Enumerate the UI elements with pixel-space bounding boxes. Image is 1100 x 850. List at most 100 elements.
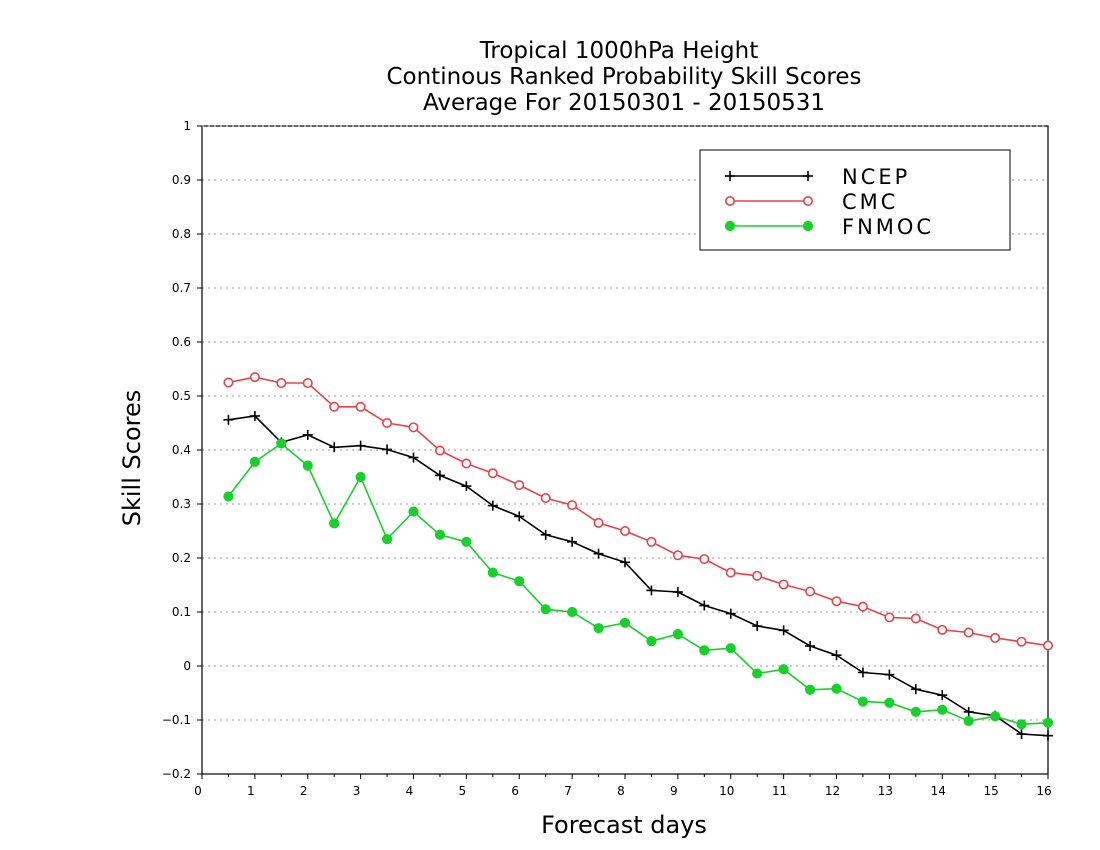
chart-title-line-2: Continous Ranked Probability Skill Score… (386, 64, 861, 90)
x-tick-label: 15 (983, 784, 998, 798)
series-line-ncep (228, 415, 1049, 737)
data-point-fnmoc (752, 668, 763, 679)
data-point-ncep (223, 414, 234, 425)
data-point-cmc (672, 550, 683, 561)
data-point-ncep (831, 650, 842, 661)
data-point-fnmoc (619, 617, 631, 628)
y-tick-label: 0.1 (172, 605, 191, 619)
y-tick-label: −0.2 (162, 767, 191, 781)
data-point-fnmoc (355, 471, 366, 483)
data-point-ncep (752, 621, 763, 632)
data-point-fnmoc (249, 456, 260, 467)
data-point-fnmoc (302, 460, 313, 471)
data-point-fnmoc (381, 534, 393, 545)
data-point-cmc (487, 468, 498, 479)
series-ncep (223, 410, 1053, 741)
data-point-ncep (1016, 729, 1027, 740)
data-point-cmc (567, 500, 578, 511)
data-point-cmc (884, 612, 895, 623)
legend-marker-end (803, 171, 813, 181)
data-point-fnmoc (1042, 717, 1054, 728)
legend-marker-end (802, 220, 814, 232)
data-point-cmc (805, 586, 816, 597)
data-point-fnmoc (461, 536, 472, 547)
x-tick-label: 1 (247, 784, 255, 798)
x-tick-label: 6 (511, 784, 519, 798)
gridlines (202, 179, 1048, 721)
data-point-ncep (699, 600, 710, 611)
data-point-cmc (593, 517, 604, 528)
data-point-cmc (646, 536, 657, 547)
data-point-fnmoc (857, 696, 869, 707)
legend-item-fnmoc: FNMOC (724, 215, 931, 239)
data-point-cmc (461, 458, 472, 469)
x-tick-label: 13 (878, 784, 893, 798)
data-point-cmc (302, 378, 313, 389)
legend-marker-start (724, 220, 736, 232)
data-point-ncep (355, 440, 366, 451)
data-point-ncep (857, 667, 868, 678)
data-point-fnmoc (487, 567, 498, 578)
data-point-ncep (725, 608, 736, 619)
data-point-ncep (937, 690, 948, 701)
series-line-cmc (228, 376, 1049, 647)
y-axis-label: Skill Scores (118, 390, 146, 527)
data-point-ncep (778, 625, 789, 636)
data-point-cmc (329, 401, 340, 412)
data-point-ncep (329, 442, 340, 453)
data-point-cmc (540, 493, 551, 504)
data-point-fnmoc (646, 636, 657, 647)
data-point-ncep (540, 529, 551, 540)
axes: −0.2−0.100.10.20.30.40.50.60.70.80.910 1 2… (162, 119, 1052, 798)
data-point-fnmoc (514, 576, 525, 587)
x-tick-label: 8 (617, 784, 625, 798)
data-point-fnmoc (408, 506, 419, 517)
legend-box (699, 149, 1011, 251)
data-point-ncep (646, 585, 657, 596)
chart-title-line-1: Tropical 1000hPa Height (479, 38, 759, 64)
data-point-ncep (382, 444, 393, 455)
y-tick-label: 0.7 (172, 281, 191, 295)
data-point-ncep (910, 684, 921, 695)
data-point-fnmoc (937, 704, 948, 715)
data-point-cmc (276, 378, 287, 389)
x-tick-label: 2 (300, 784, 308, 798)
data-point-cmc (619, 525, 630, 536)
data-point-cmc (857, 601, 868, 612)
x-tick-label: 3 (353, 784, 361, 798)
data-point-fnmoc (672, 629, 683, 640)
legend-marker-start (724, 196, 735, 207)
x-tick-label: 7 (564, 784, 572, 798)
data-point-fnmoc (884, 697, 895, 708)
x-tick-label: 16 (1036, 784, 1051, 798)
series-lines (223, 372, 1054, 741)
x-tick-label: 9 (670, 784, 678, 798)
data-point-cmc (1043, 640, 1054, 651)
legend-marker-end (802, 196, 813, 207)
data-point-ncep (302, 429, 313, 440)
data-point-cmc (725, 567, 736, 578)
data-point-cmc (1016, 636, 1027, 647)
legend-label: NCEP (842, 165, 910, 189)
data-point-fnmoc (540, 604, 551, 615)
data-point-fnmoc (593, 623, 604, 634)
legend-item-ncep: NCEP (725, 165, 910, 189)
x-tick-label: 4 (406, 784, 414, 798)
data-point-ncep (514, 511, 525, 522)
data-point-fnmoc (1016, 719, 1027, 730)
plot-frame (201, 125, 1049, 775)
data-point-ncep (805, 641, 816, 652)
y-tick-label: 0 (183, 659, 191, 673)
data-point-fnmoc (434, 529, 446, 540)
y-tick-label: 0.6 (172, 335, 191, 349)
data-point-cmc (778, 579, 789, 590)
data-point-fnmoc (990, 711, 1001, 722)
data-point-fnmoc (276, 438, 287, 449)
legend-label: CMC (842, 190, 898, 214)
data-point-ncep (434, 470, 445, 481)
data-point-cmc (990, 632, 1001, 643)
data-point-ncep (408, 452, 419, 463)
data-point-fnmoc (910, 706, 921, 718)
